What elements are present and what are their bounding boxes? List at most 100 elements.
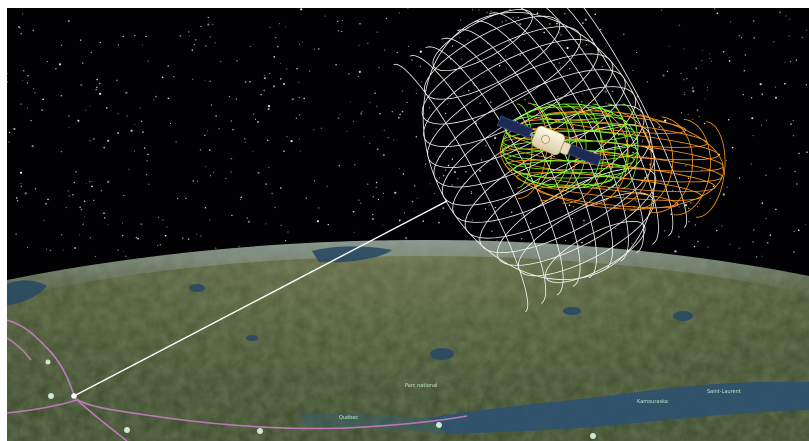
- star: [451, 184, 453, 186]
- map-pin-icon[interactable]: [48, 393, 54, 399]
- star: [523, 39, 526, 41]
- wireframe-meridian: [629, 114, 674, 211]
- map-pin-icons[interactable]: [45, 359, 597, 440]
- star: [204, 207, 207, 209]
- star: [285, 68, 288, 70]
- satellite-icon[interactable]: [495, 110, 603, 171]
- star: [680, 112, 682, 114]
- star: [257, 121, 259, 123]
- orbit-ellipsoid-green[interactable]: [501, 103, 639, 189]
- star: [199, 149, 202, 151]
- star: [15, 233, 17, 235]
- star: [192, 78, 194, 80]
- star: [77, 120, 80, 122]
- star: [683, 79, 685, 81]
- star: [738, 247, 741, 249]
- star: [273, 56, 275, 58]
- map-pin-icon[interactable]: [436, 422, 442, 428]
- star: [305, 197, 308, 199]
- map-pin-icon[interactable]: [45, 359, 51, 365]
- star: [396, 51, 398, 54]
- star: [146, 160, 148, 162]
- star: [753, 37, 755, 39]
- star: [517, 121, 519, 123]
- star: [447, 164, 450, 167]
- star: [376, 31, 378, 33]
- star: [137, 237, 139, 240]
- star: [662, 74, 665, 77]
- star: [200, 235, 202, 237]
- star: [89, 105, 91, 107]
- star: [383, 129, 385, 132]
- star: [584, 18, 587, 21]
- ground-station-icon[interactable]: [71, 393, 77, 399]
- star: [68, 115, 70, 117]
- star: [433, 192, 436, 195]
- map-pin-icon[interactable]: [590, 433, 596, 439]
- star: [130, 129, 133, 132]
- star: [589, 242, 591, 245]
- star: [210, 175, 212, 177]
- star: [372, 213, 374, 216]
- star: [605, 102, 607, 104]
- star: [260, 94, 262, 96]
- star: [290, 140, 293, 143]
- star: [634, 199, 637, 202]
- star: [615, 227, 617, 229]
- star: [93, 199, 95, 202]
- svg-text:Kamouraska: Kamouraska: [637, 399, 668, 405]
- star: [798, 152, 800, 155]
- star: [377, 148, 379, 151]
- star: [207, 130, 209, 132]
- star: [360, 202, 362, 204]
- map-pin-icon[interactable]: [257, 428, 263, 434]
- star: [741, 37, 743, 39]
- star: [566, 46, 569, 50]
- star: [446, 103, 449, 106]
- star: [480, 159, 483, 161]
- star: [415, 135, 418, 138]
- star: [16, 200, 19, 202]
- star: [689, 202, 692, 204]
- star: [784, 83, 786, 85]
- star: [520, 238, 523, 240]
- star: [759, 83, 762, 86]
- star: [722, 51, 725, 53]
- star: [632, 151, 634, 154]
- star: [641, 141, 644, 143]
- star: [391, 111, 393, 113]
- star: [90, 51, 92, 54]
- star: [353, 120, 355, 122]
- star: [416, 197, 418, 199]
- star: [337, 117, 340, 120]
- star: [249, 45, 252, 48]
- star: [792, 119, 794, 122]
- star: [79, 234, 81, 236]
- star: [752, 241, 754, 243]
- star: [492, 145, 494, 147]
- scene-canvas[interactable]: Parc national Kamouraska Québec Saint-La…: [7, 8, 809, 441]
- star: [103, 146, 105, 149]
- star: [352, 210, 355, 213]
- 3d-scene[interactable]: Parc national Kamouraska Québec Saint-La…: [7, 8, 809, 441]
- star: [167, 97, 170, 100]
- map-pin-icon[interactable]: [124, 427, 130, 433]
- star: [578, 244, 580, 246]
- star: [287, 231, 289, 233]
- star: [140, 120, 143, 122]
- star: [27, 75, 29, 77]
- star: [146, 174, 148, 176]
- star: [701, 169, 703, 171]
- star: [617, 184, 620, 186]
- wireframe-meridian: [566, 8, 674, 237]
- star: [631, 242, 633, 245]
- earth-surface[interactable]: Parc national Kamouraska Québec Saint-La…: [7, 240, 809, 441]
- star: [238, 246, 240, 247]
- star: [32, 87, 35, 90]
- star: [709, 57, 711, 59]
- star: [162, 219, 164, 221]
- star: [58, 63, 62, 66]
- star: [743, 69, 746, 72]
- star: [169, 122, 172, 124]
